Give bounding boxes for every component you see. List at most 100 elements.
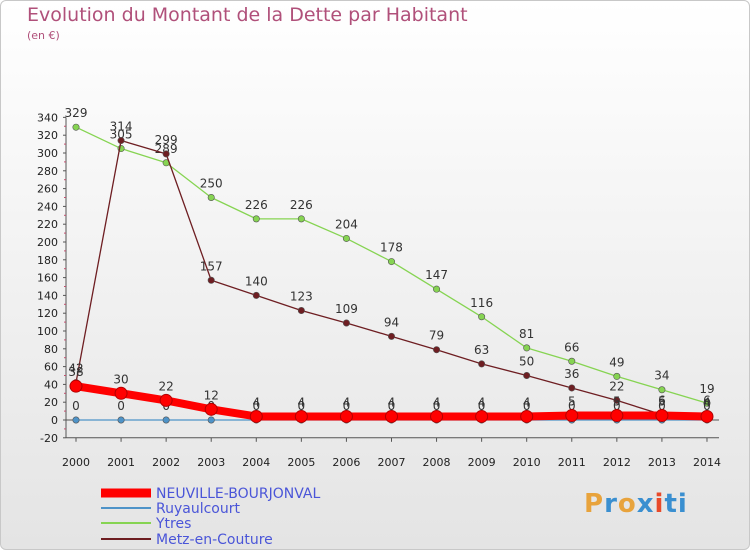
data-label: 6 [703, 394, 711, 408]
data-label: 42 [68, 362, 83, 376]
legend-label: Ruyaulcourt [156, 501, 240, 517]
legend-label: Ytres [155, 516, 191, 532]
data-label: 314 [110, 120, 133, 134]
proxiti-logo: Proxiti [584, 489, 688, 519]
data-point [207, 194, 215, 202]
data-point [430, 409, 444, 423]
data-label: 0 [433, 399, 441, 413]
x-tick-label: 2005 [287, 456, 315, 469]
data-point [703, 399, 711, 407]
y-tick-label: 20 [44, 396, 58, 409]
y-tick-label: 180 [37, 254, 58, 267]
data-label: 81 [519, 327, 534, 341]
x-tick-label: 2000 [62, 456, 90, 469]
data-point [565, 409, 579, 423]
data-point [568, 357, 576, 365]
data-point [252, 215, 260, 223]
y-tick-label: -20 [40, 432, 58, 445]
data-label: 0 [298, 399, 306, 413]
y-tick-label: 0 [51, 414, 58, 427]
y-tick-label: 160 [37, 272, 58, 285]
data-point [117, 137, 125, 145]
data-label: 140 [245, 274, 268, 288]
data-label: 5 [658, 395, 666, 409]
data-label: 4 [343, 395, 351, 409]
data-label: 19 [699, 382, 714, 396]
data-point [117, 416, 125, 424]
data-label: 4 [703, 395, 711, 409]
x-tick-label: 2011 [558, 456, 586, 469]
y-tick-label: 220 [37, 218, 58, 231]
data-point [655, 409, 669, 423]
data-point [69, 379, 83, 393]
logo-letter: o [617, 489, 637, 519]
data-label: 50 [519, 355, 534, 369]
data-label: 79 [429, 329, 444, 343]
unit-label: (en €) [27, 29, 60, 42]
data-label: 0 [478, 399, 486, 413]
y-tick-label: 260 [37, 183, 58, 196]
data-label: 5 [568, 395, 576, 409]
data-label: 116 [470, 296, 493, 310]
x-tick-label: 2014 [693, 456, 721, 469]
data-label: 63 [474, 343, 489, 357]
data-label: 4 [478, 395, 486, 409]
data-point [294, 409, 308, 423]
data-label: 22 [609, 379, 624, 393]
data-point [252, 291, 260, 299]
x-tick-label: 2007 [377, 456, 405, 469]
data-label: 204 [335, 217, 358, 231]
data-point [297, 307, 305, 315]
logo-letter: t [664, 489, 678, 519]
data-point [249, 409, 263, 423]
y-tick-label: 40 [44, 378, 58, 391]
logo-letter: x [636, 489, 655, 519]
y-tick-label: 80 [44, 343, 58, 356]
data-label: 0 [117, 399, 125, 413]
data-point [342, 234, 350, 242]
data-point [207, 416, 215, 424]
logo-letter: i [654, 489, 665, 519]
data-point [387, 332, 395, 340]
data-point [433, 285, 441, 293]
data-point [610, 409, 624, 423]
chart-title: Evolution du Montant de la Dette par Hab… [27, 4, 468, 26]
data-label: 4 [252, 395, 260, 409]
data-label: 94 [384, 315, 399, 329]
data-label: 30 [113, 372, 128, 386]
logo-letter: r [604, 489, 618, 519]
legend-label: NEUVILLE-BOURJONVAL [156, 486, 321, 502]
data-label: 226 [245, 198, 268, 212]
x-tick-label: 2004 [242, 456, 270, 469]
data-label: 226 [290, 198, 313, 212]
y-tick-label: 300 [37, 147, 58, 160]
data-point [523, 371, 531, 379]
data-point [342, 319, 350, 327]
data-label: 36 [564, 367, 579, 381]
data-label: 0 [388, 399, 396, 413]
data-point [433, 346, 441, 354]
data-label: 0 [252, 399, 260, 413]
data-label: 12 [204, 388, 219, 402]
data-label: 123 [290, 290, 313, 304]
x-tick-label: 2013 [648, 456, 676, 469]
series-line-3 [75, 139, 707, 416]
data-point [475, 409, 489, 423]
logo-letter: i [677, 489, 688, 519]
x-tick-label: 2009 [468, 456, 496, 469]
x-tick-label: 2001 [107, 456, 135, 469]
data-label: 147 [425, 268, 448, 282]
data-label: 109 [335, 302, 358, 316]
y-tick-label: 240 [37, 200, 58, 213]
data-point [478, 360, 486, 368]
data-point [72, 123, 80, 131]
data-label: 250 [200, 177, 223, 191]
data-label: 0 [343, 399, 351, 413]
data-label: 6 [658, 394, 666, 408]
data-label: 0 [703, 399, 711, 413]
y-tick-label: 320 [37, 129, 58, 142]
x-tick-label: 2008 [423, 456, 451, 469]
data-point [72, 416, 80, 424]
